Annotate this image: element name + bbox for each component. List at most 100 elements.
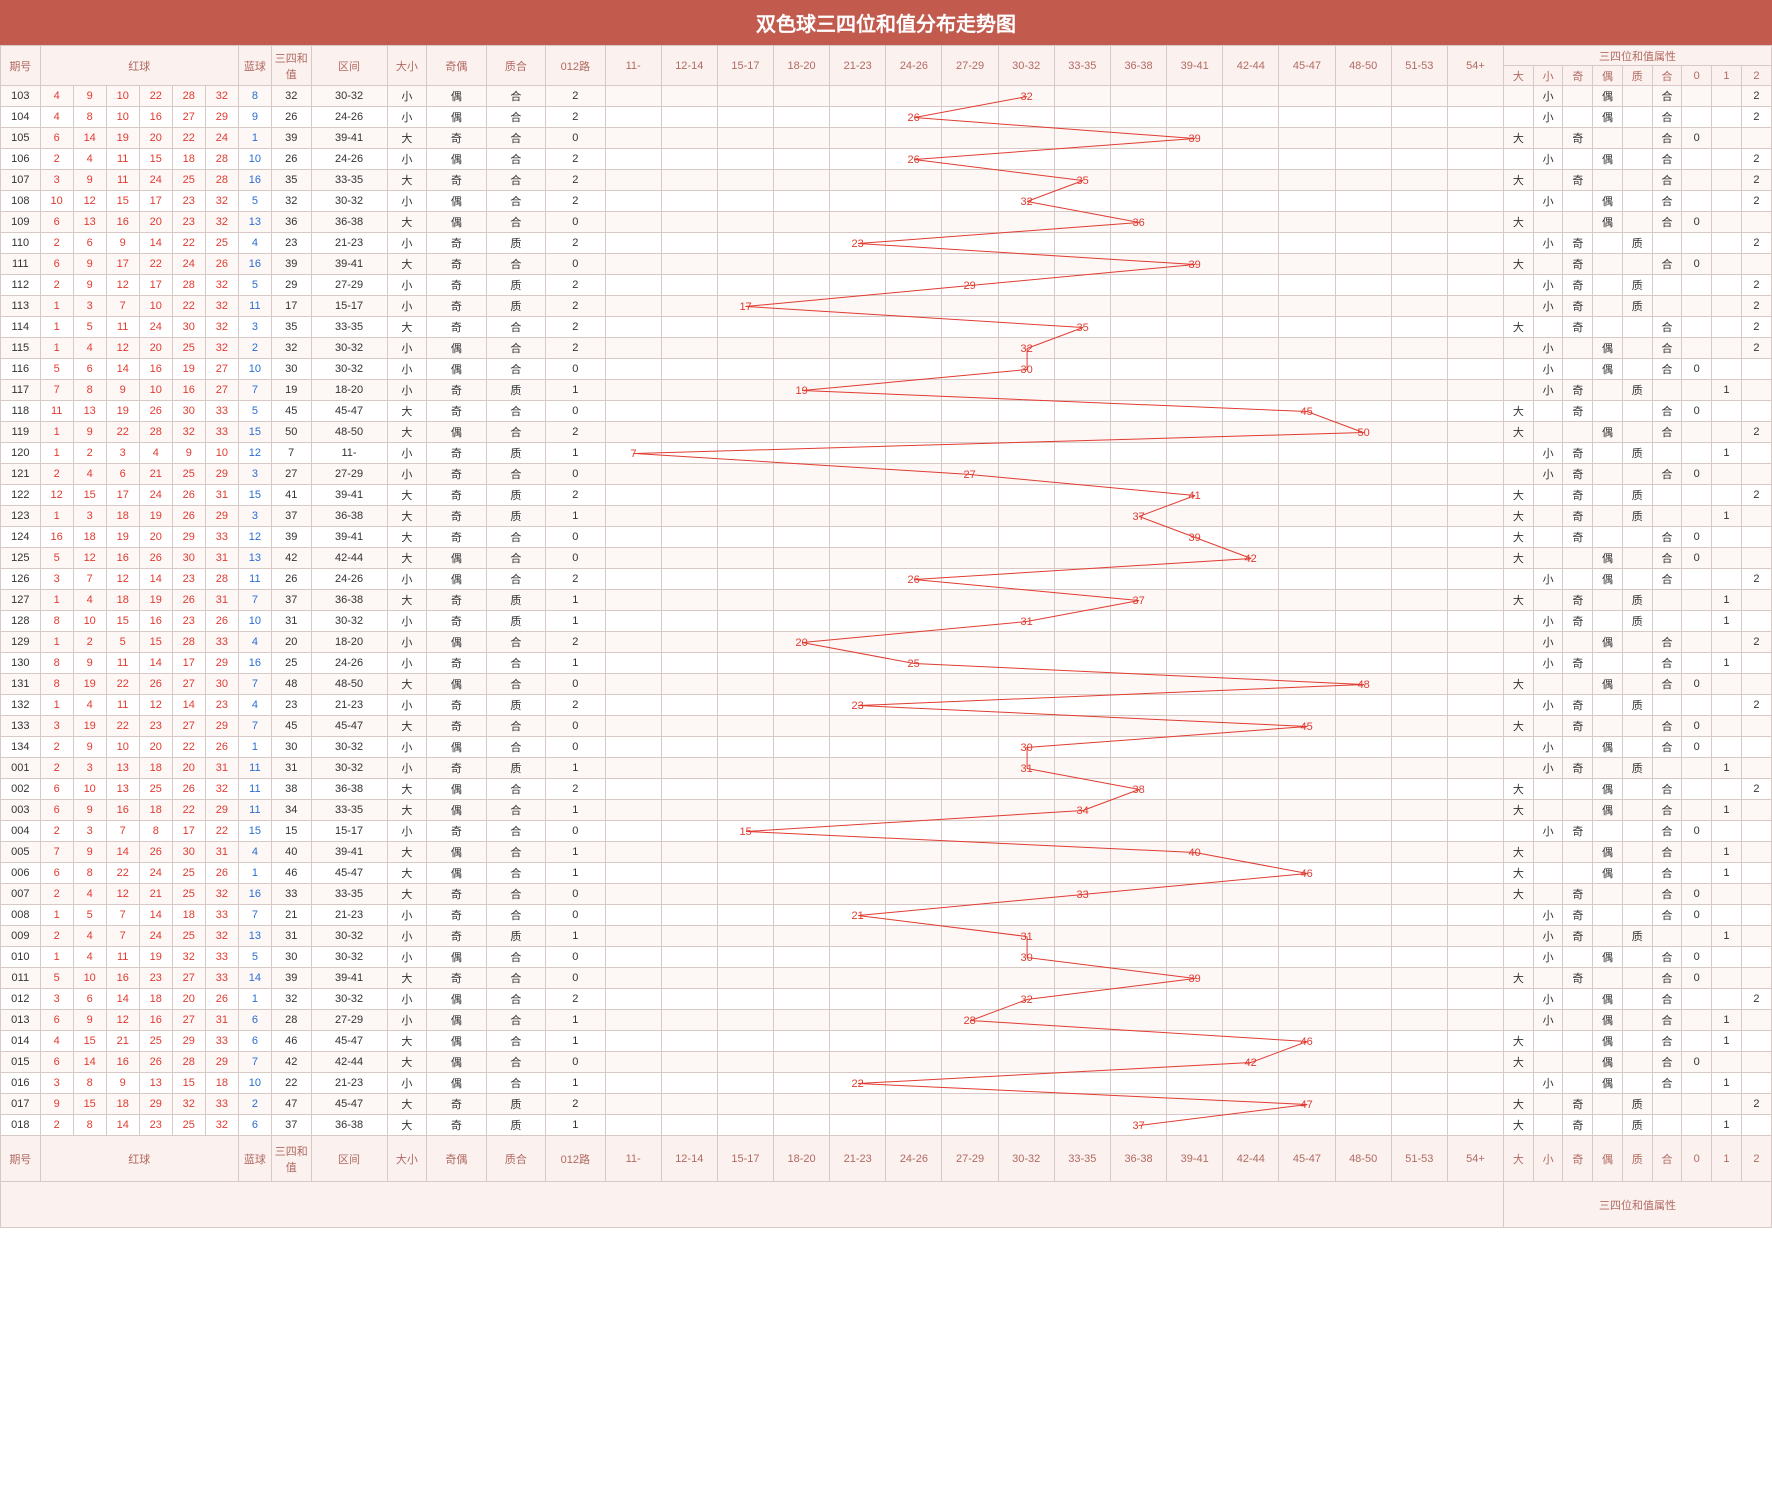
chart-cell bbox=[1110, 569, 1166, 590]
cell: 奇 bbox=[427, 968, 486, 989]
chart-cell bbox=[886, 1010, 942, 1031]
chart-cell bbox=[1447, 380, 1503, 401]
cell: 32 bbox=[205, 338, 238, 359]
chart-cell bbox=[830, 485, 886, 506]
cell: 32 bbox=[205, 779, 238, 800]
cell: 偶 bbox=[1593, 800, 1623, 821]
chart-cell bbox=[605, 380, 661, 401]
cell: 偶 bbox=[427, 989, 486, 1010]
cell: 24 bbox=[139, 926, 172, 947]
cell: 5 bbox=[73, 317, 106, 338]
chart-cell bbox=[1447, 86, 1503, 107]
chart-cell: 30 bbox=[998, 737, 1054, 758]
cell: 26 bbox=[271, 107, 311, 128]
cell: 1 bbox=[40, 947, 73, 968]
cell: 0 bbox=[546, 716, 605, 737]
cell: 8 bbox=[238, 86, 271, 107]
chart-cell bbox=[1167, 443, 1223, 464]
col-mod3: 012路 bbox=[546, 46, 605, 86]
cell: 014 bbox=[1, 1031, 41, 1052]
cell bbox=[1682, 653, 1712, 674]
chart-cell bbox=[1447, 1052, 1503, 1073]
chart-cell bbox=[886, 611, 942, 632]
chart-cell bbox=[1223, 1031, 1279, 1052]
chart-cell bbox=[1447, 674, 1503, 695]
cell: 大 bbox=[387, 128, 427, 149]
cell: 14 bbox=[73, 1052, 106, 1073]
cell bbox=[1504, 464, 1534, 485]
chart-cell bbox=[998, 1052, 1054, 1073]
cell bbox=[1593, 275, 1623, 296]
cell: 121 bbox=[1, 464, 41, 485]
cell: 122 bbox=[1, 485, 41, 506]
cell: 质 bbox=[1622, 758, 1652, 779]
chart-cell bbox=[942, 884, 998, 905]
cell: 9 bbox=[106, 1073, 139, 1094]
chart-cell bbox=[605, 86, 661, 107]
cell bbox=[1504, 821, 1534, 842]
svg-text:25: 25 bbox=[908, 658, 920, 670]
cell: 偶 bbox=[427, 674, 486, 695]
cell: 奇 bbox=[427, 296, 486, 317]
chart-cell bbox=[830, 569, 886, 590]
cell: 小 bbox=[387, 905, 427, 926]
chart-cell bbox=[774, 611, 830, 632]
cell: 28 bbox=[172, 275, 205, 296]
cell: 15 bbox=[73, 1094, 106, 1115]
cell: 24 bbox=[139, 485, 172, 506]
chart-cell bbox=[830, 422, 886, 443]
chart-cell bbox=[1279, 611, 1335, 632]
cell bbox=[1533, 485, 1563, 506]
cell bbox=[1593, 506, 1623, 527]
cell: 28 bbox=[172, 86, 205, 107]
chart-cell bbox=[830, 107, 886, 128]
cell bbox=[1563, 737, 1593, 758]
chart-cell bbox=[1447, 632, 1503, 653]
chart-cell bbox=[774, 1031, 830, 1052]
cell: 1 bbox=[40, 905, 73, 926]
chart-cell bbox=[1223, 611, 1279, 632]
cell: 22 bbox=[172, 233, 205, 254]
cell: 11 bbox=[238, 758, 271, 779]
cell: 6 bbox=[40, 1010, 73, 1031]
cell bbox=[1741, 1115, 1771, 1136]
cell: 质 bbox=[486, 296, 545, 317]
chart-cell bbox=[886, 1115, 942, 1136]
cell: 合 bbox=[486, 653, 545, 674]
table-header: 期号 红球 蓝球 三四和值 区间 大小 奇偶 质合 012路 11- 12-14… bbox=[1, 46, 1772, 86]
table-row: 1073911242528163533-35大奇合235大奇合2 bbox=[1, 170, 1772, 191]
cell: 合 bbox=[1652, 716, 1682, 737]
chart-cell bbox=[1279, 338, 1335, 359]
cell: 10 bbox=[205, 443, 238, 464]
chart-cell bbox=[605, 779, 661, 800]
chart-cell bbox=[774, 296, 830, 317]
chart-cell bbox=[1391, 779, 1447, 800]
chart-cell bbox=[717, 317, 773, 338]
cell: 2 bbox=[546, 632, 605, 653]
chart-cell bbox=[886, 1052, 942, 1073]
chart-cell bbox=[1391, 1010, 1447, 1031]
chart-cell bbox=[1110, 905, 1166, 926]
cell: 8 bbox=[40, 653, 73, 674]
chart-cell bbox=[605, 233, 661, 254]
cell: 小 bbox=[1533, 632, 1563, 653]
cell: 31 bbox=[271, 926, 311, 947]
chart-cell bbox=[717, 254, 773, 275]
cell: 21 bbox=[139, 464, 172, 485]
cell: 15 bbox=[139, 632, 172, 653]
chart-cell bbox=[830, 1031, 886, 1052]
svg-text:37: 37 bbox=[1132, 595, 1144, 607]
cell: 29 bbox=[172, 1031, 205, 1052]
chart-cell bbox=[774, 590, 830, 611]
chart-cell bbox=[605, 590, 661, 611]
chart-cell bbox=[830, 863, 886, 884]
chart-cell bbox=[661, 380, 717, 401]
chart-cell bbox=[717, 674, 773, 695]
cell: 33 bbox=[205, 968, 238, 989]
cell: 16 bbox=[106, 212, 139, 233]
cell: 24 bbox=[205, 128, 238, 149]
chart-cell bbox=[774, 674, 830, 695]
cell: 小 bbox=[1533, 443, 1563, 464]
cell bbox=[1563, 863, 1593, 884]
cell: 合 bbox=[1652, 905, 1682, 926]
